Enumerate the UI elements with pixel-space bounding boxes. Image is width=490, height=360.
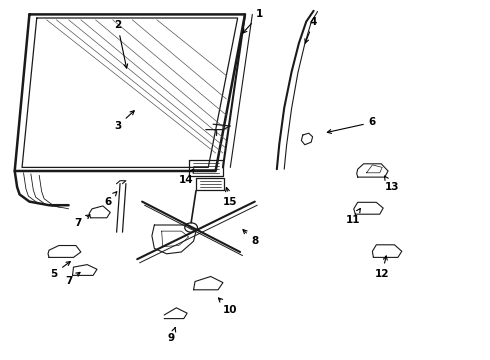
Text: 15: 15 (223, 188, 238, 207)
Text: 2: 2 (114, 20, 128, 68)
Text: 14: 14 (179, 169, 194, 185)
Text: 3: 3 (114, 111, 134, 131)
Text: 5: 5 (50, 262, 70, 279)
Text: 13: 13 (385, 176, 399, 192)
Text: 1: 1 (243, 9, 263, 33)
Text: 8: 8 (243, 230, 258, 246)
Text: 7: 7 (65, 273, 80, 286)
Text: 11: 11 (345, 208, 360, 225)
Text: 12: 12 (375, 256, 390, 279)
Text: 4: 4 (305, 17, 318, 43)
Text: 7: 7 (74, 215, 90, 228)
Text: 10: 10 (219, 298, 238, 315)
Text: 6: 6 (327, 117, 376, 134)
Text: 9: 9 (168, 328, 176, 343)
Text: 6: 6 (104, 192, 117, 207)
